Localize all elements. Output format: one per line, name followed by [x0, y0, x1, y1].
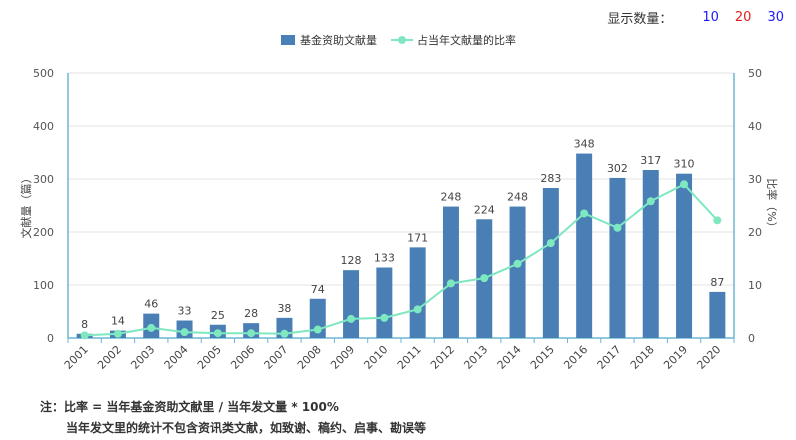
- ratio-point: [380, 313, 389, 322]
- ratio-point: [347, 314, 356, 323]
- display-count-controls: 显示数量： 10 20 30: [607, 8, 784, 27]
- y2-axis-title: 比率（%）: [765, 178, 779, 232]
- y2-tick-label: 10: [748, 279, 762, 292]
- bar: [642, 169, 659, 338]
- ratio-point: [546, 239, 555, 248]
- ratio-point: [580, 209, 589, 218]
- bar-value-label: 310: [674, 158, 695, 171]
- bar: [442, 206, 459, 338]
- x-tick-label: 2002: [95, 343, 124, 372]
- x-tick-label: 2018: [628, 343, 657, 372]
- ratio-point: [113, 329, 122, 338]
- x-tick-label: 2015: [528, 343, 557, 372]
- y-tick-label: 500: [33, 67, 54, 80]
- ratio-point: [247, 329, 256, 338]
- bar-value-label: 74: [311, 283, 325, 296]
- y2-tick-label: 30: [748, 173, 762, 186]
- bar: [542, 188, 559, 338]
- bar-value-label: 128: [341, 254, 362, 267]
- legend-bar-swatch: [281, 35, 295, 45]
- x-tick-label: 2008: [295, 343, 324, 372]
- ratio-point: [513, 259, 522, 268]
- y-tick-label: 0: [47, 332, 54, 345]
- x-tick-label: 2016: [561, 343, 590, 372]
- y-tick-label: 300: [33, 173, 54, 186]
- funding-literature-chart: 0 0 100 10 200 20 300 30 400 40 500 50 文献量（篇） 比率（%） 8 1…: [19, 33, 779, 372]
- bar-value-label: 14: [111, 315, 125, 328]
- y2-tick-label: 0: [748, 332, 755, 345]
- y-tick-label: 200: [33, 226, 54, 239]
- legend-line-label: 占当年文献量的比率: [417, 33, 516, 47]
- ratio-point: [680, 180, 689, 189]
- y-tick-label: 400: [33, 120, 54, 133]
- x-tick-label: 2013: [461, 343, 490, 372]
- ratio-point: [213, 329, 222, 338]
- y2-tick-label: 50: [748, 67, 762, 80]
- bar-value-label: 46: [144, 298, 158, 311]
- bar-value-label: 248: [440, 191, 461, 204]
- chart-notes: 注：比率 = 当年基金资助文献里 / 当年发文量 * 100% 当年发文里的统计…: [40, 397, 426, 439]
- ratio-point: [80, 331, 89, 340]
- x-tick-label: 2017: [595, 343, 624, 372]
- bar-value-label: 8: [81, 318, 88, 331]
- legend-line-marker: [398, 36, 406, 44]
- bar-value-label: 302: [607, 162, 628, 175]
- ratio-point: [147, 323, 156, 332]
- ratio-line: [84, 183, 719, 337]
- bar: [709, 291, 726, 338]
- bar: [376, 267, 393, 338]
- bar-value-label: 33: [178, 305, 192, 318]
- x-tick-label: 2003: [128, 343, 157, 372]
- x-tick-label: 2007: [262, 343, 291, 372]
- bar: [609, 177, 626, 338]
- bar: [676, 173, 693, 338]
- x-tick-label: 2014: [495, 343, 524, 372]
- ratio-point: [446, 279, 455, 288]
- y-axis-title: 文献量（篇）: [19, 173, 33, 239]
- bar-value-label: 283: [540, 172, 561, 185]
- display-count-option-10[interactable]: 10: [702, 10, 719, 25]
- x-tick-label: 2019: [661, 343, 690, 372]
- note-line-1: 注：比率 = 当年基金资助文献里 / 当年发文量 * 100%: [40, 400, 339, 414]
- bar-value-label: 224: [474, 203, 495, 216]
- ratio-point: [280, 329, 289, 338]
- x-tick-label: 2006: [228, 343, 257, 372]
- x-tick-label: 2004: [162, 343, 191, 372]
- bar-value-label: 133: [374, 252, 395, 265]
- bar: [409, 247, 426, 338]
- y-tick-label: 100: [33, 279, 54, 292]
- x-tick-label: 2009: [328, 343, 357, 372]
- bar-value-label: 25: [211, 309, 225, 322]
- bar: [343, 270, 360, 338]
- bar: [509, 206, 526, 338]
- display-count-label: 显示数量：: [607, 12, 673, 27]
- note-line-2: 当年发文里的统计不包含资讯类文献，如致谢、稿约、启事、勘误等: [66, 421, 427, 435]
- ratio-point: [646, 197, 655, 206]
- ratio-point: [480, 274, 489, 283]
- bar: [576, 153, 593, 338]
- bar-value-label: 171: [407, 231, 428, 244]
- ratio-point: [613, 223, 622, 232]
- y2-tick-label: 40: [748, 120, 762, 133]
- display-count-option-30[interactable]: 30: [767, 10, 784, 25]
- x-tick-label: 2020: [694, 343, 723, 372]
- x-tick-label: 2010: [361, 343, 390, 372]
- bar-value-label: 248: [507, 191, 528, 204]
- bar-value-label: 38: [277, 302, 291, 315]
- bar-value-label: 317: [640, 154, 661, 167]
- bar-value-label: 28: [244, 307, 258, 320]
- legend-bar-label: 基金资助文献量: [300, 33, 377, 47]
- y2-tick-label: 20: [748, 226, 762, 239]
- ratio-point: [180, 328, 189, 337]
- bar-value-label: 348: [574, 138, 595, 151]
- x-tick-label: 2012: [428, 343, 457, 372]
- x-tick-label: 2001: [62, 343, 91, 372]
- bar-value-label: 87: [710, 276, 724, 289]
- ratio-point: [413, 305, 422, 314]
- x-tick-label: 2005: [195, 343, 224, 372]
- ratio-point: [313, 325, 322, 334]
- ratio-point: [713, 216, 722, 225]
- x-tick-label: 2011: [395, 343, 424, 372]
- display-count-option-20[interactable]: 20: [734, 10, 752, 25]
